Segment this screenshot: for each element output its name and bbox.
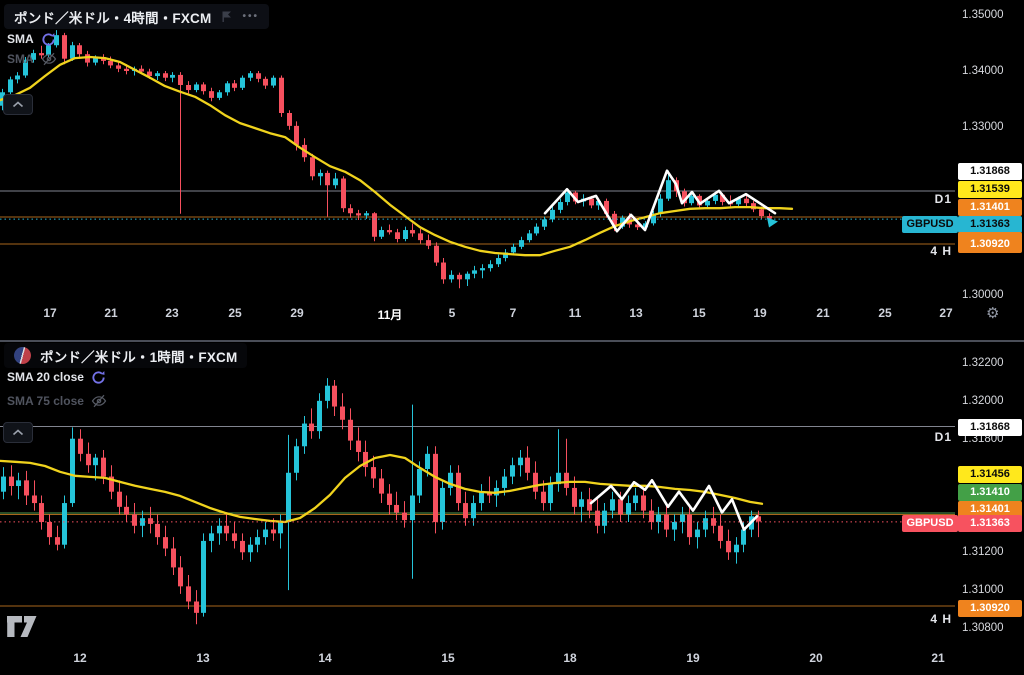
- tradingview-logo[interactable]: [6, 614, 42, 639]
- price-label: 1.31401: [958, 500, 1022, 518]
- time-tick[interactable]: 7: [509, 306, 517, 320]
- more-options-icon[interactable]: •••: [242, 11, 259, 22]
- gbpusd-flag-icon: [14, 347, 31, 364]
- price-tick: 1.34000: [962, 65, 1004, 77]
- timeframe-settings-gear-icon[interactable]: ⚙: [986, 305, 1000, 322]
- price-label: 1.31401: [958, 198, 1022, 216]
- price-tick: 1.35000: [962, 9, 1004, 21]
- price-label: 1.30920: [958, 599, 1022, 617]
- time-tick[interactable]: 27: [939, 306, 953, 320]
- loading-spinner-icon: [91, 370, 106, 385]
- level-tag-text: D1: [934, 192, 952, 206]
- pane0-symbol-title[interactable]: ポンド／米ドル・4時間・FXCM: [14, 10, 212, 26]
- pane0-legend[interactable]: ポンド／米ドル・4時間・FXCM •••: [4, 4, 269, 29]
- symbol-price-tag[interactable]: GBPUSD: [902, 215, 958, 233]
- time-tick[interactable]: 23: [165, 306, 179, 320]
- time-tick[interactable]: 11月: [377, 308, 403, 322]
- sma1-label: SMA: [7, 32, 34, 46]
- level-tag-text: D1: [934, 430, 952, 444]
- time-tick[interactable]: 18: [563, 651, 577, 665]
- sma20-label: SMA 20 close: [7, 370, 84, 384]
- time-tick[interactable]: 21: [816, 306, 830, 320]
- price-tick: 1.31000: [962, 584, 1004, 597]
- price-label: 1.31868: [958, 418, 1022, 436]
- price-tick: 1.31200: [962, 546, 1004, 559]
- zigzag-drawing[interactable]: [589, 478, 759, 531]
- price-tick: 1.30800: [962, 621, 1004, 634]
- time-tick[interactable]: 14: [318, 651, 332, 665]
- sma-line[interactable]: [0, 55, 794, 257]
- pane0-indicator-sma2[interactable]: SMA: [7, 51, 57, 67]
- eye-off-icon[interactable]: [41, 52, 57, 66]
- last-price-arrow-icon: [767, 217, 778, 228]
- price-tick: 1.33000: [962, 121, 1004, 133]
- pane1-legend[interactable]: ポンド／米ドル・1時間・FXCM: [4, 343, 248, 368]
- price-tick: 1.32200: [962, 356, 1004, 369]
- pane-1-plot[interactable]: [0, 378, 955, 625]
- pane1-indicator-sma75[interactable]: SMA 75 close: [7, 393, 107, 409]
- time-tick[interactable]: 5: [448, 306, 456, 320]
- time-tick[interactable]: 12: [73, 651, 87, 665]
- price-tick: 1.32000: [962, 394, 1004, 407]
- time-tick[interactable]: 20: [809, 651, 823, 665]
- market-flag-icon[interactable]: [220, 10, 233, 23]
- time-tick[interactable]: 11: [568, 306, 582, 320]
- time-tick[interactable]: 13: [196, 651, 210, 665]
- pane0-collapse-button[interactable]: [3, 94, 33, 115]
- time-tick[interactable]: 13: [629, 306, 643, 320]
- time-tick[interactable]: 17: [43, 306, 57, 320]
- price-tick: 1.30000: [962, 289, 1004, 301]
- pane1-indicator-sma20[interactable]: SMA 20 close: [7, 369, 106, 385]
- candlestick-series: [1, 378, 761, 625]
- loading-spinner-icon: [41, 32, 56, 47]
- time-tick[interactable]: 25: [878, 306, 892, 320]
- price-label: [958, 231, 1022, 239]
- pane1-symbol-title[interactable]: ポンド／米ドル・1時間・FXCM: [40, 349, 238, 365]
- level-tag-text: 4 H: [930, 244, 952, 258]
- time-tick[interactable]: 21: [931, 651, 945, 665]
- time-tick[interactable]: 19: [686, 651, 700, 665]
- time-tick[interactable]: 15: [692, 306, 706, 320]
- price-label: 1.31456: [958, 465, 1022, 483]
- price-tick: 1.31800: [962, 432, 1004, 445]
- pane-separator[interactable]: [0, 340, 1024, 342]
- symbol-price-tag[interactable]: GBPUSD: [902, 514, 958, 532]
- time-tick[interactable]: 19: [753, 306, 767, 320]
- candlestick-series: [0, 30, 772, 289]
- zigzag-drawing[interactable]: [543, 169, 777, 233]
- price-label: 1.31539: [958, 180, 1022, 198]
- time-tick[interactable]: 21: [104, 306, 118, 320]
- pane0-indicator-sma1[interactable]: SMA: [7, 31, 56, 47]
- price-label: 1.31410: [958, 483, 1022, 501]
- eye-off-icon[interactable]: [91, 394, 107, 408]
- pane1-collapse-button[interactable]: [3, 422, 33, 443]
- sma75-label: SMA 75 close: [7, 394, 84, 408]
- price-label: 1.31868: [958, 162, 1022, 180]
- sma2-label: SMA: [7, 52, 34, 66]
- price-label: 1.31363: [958, 514, 1022, 532]
- price-label: 1.31363: [958, 215, 1022, 233]
- time-tick[interactable]: 29: [290, 306, 304, 320]
- pane-0-plot[interactable]: [0, 30, 955, 289]
- level-tag-text: 4 H: [930, 612, 952, 626]
- time-tick[interactable]: 15: [441, 651, 455, 665]
- price-label: 1.30920: [958, 235, 1022, 253]
- time-tick[interactable]: 25: [228, 306, 242, 320]
